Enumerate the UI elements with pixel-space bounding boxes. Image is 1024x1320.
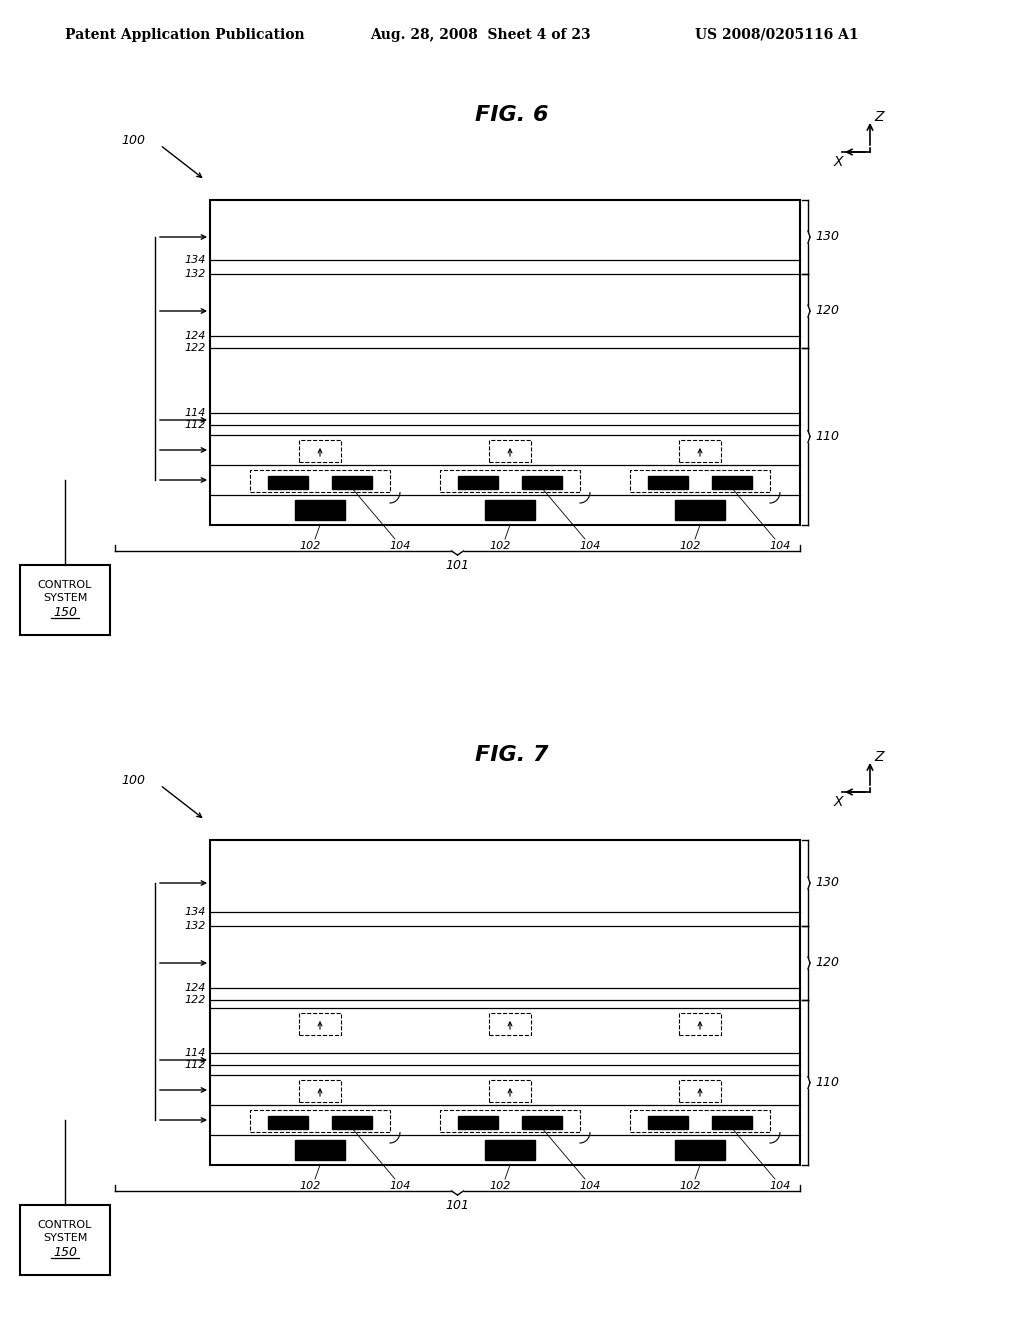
Text: 130: 130 xyxy=(815,876,839,890)
Text: CONTROL: CONTROL xyxy=(38,1220,92,1230)
Bar xyxy=(332,477,372,488)
Text: 104: 104 xyxy=(580,541,601,550)
Bar xyxy=(458,477,498,488)
Bar xyxy=(210,840,800,1166)
Text: 102: 102 xyxy=(679,1181,700,1191)
Bar xyxy=(489,1080,531,1102)
Text: 101: 101 xyxy=(445,558,469,572)
Bar xyxy=(712,1115,752,1129)
Bar xyxy=(299,440,341,462)
Bar xyxy=(268,1115,308,1129)
Bar xyxy=(485,500,535,520)
Bar xyxy=(440,1110,580,1133)
Text: 130: 130 xyxy=(815,231,839,243)
Text: 114: 114 xyxy=(184,1048,206,1059)
Bar xyxy=(648,1115,688,1129)
Text: 134: 134 xyxy=(184,255,206,265)
Bar xyxy=(295,500,345,520)
Bar xyxy=(20,1205,110,1275)
Text: 124: 124 xyxy=(184,331,206,341)
Text: Z: Z xyxy=(874,750,884,764)
Text: 112: 112 xyxy=(184,420,206,430)
Bar xyxy=(522,477,562,488)
Text: 110: 110 xyxy=(815,1076,839,1089)
Bar xyxy=(299,1012,341,1035)
Text: 150: 150 xyxy=(53,606,77,619)
Bar xyxy=(712,477,752,488)
Text: X: X xyxy=(834,154,843,169)
Text: 102: 102 xyxy=(489,1181,511,1191)
Text: 102: 102 xyxy=(489,541,511,550)
Text: 124: 124 xyxy=(184,983,206,993)
Bar xyxy=(679,1080,721,1102)
Text: X: X xyxy=(834,795,843,809)
Text: SYSTEM: SYSTEM xyxy=(43,1233,87,1243)
Text: 150: 150 xyxy=(53,1246,77,1258)
Text: 132: 132 xyxy=(184,921,206,931)
Text: 114: 114 xyxy=(184,408,206,418)
Bar xyxy=(20,565,110,635)
Bar xyxy=(250,1110,390,1133)
Text: 102: 102 xyxy=(679,541,700,550)
Bar xyxy=(522,1115,562,1129)
Text: 112: 112 xyxy=(184,1060,206,1071)
Text: 104: 104 xyxy=(769,1181,791,1191)
Bar xyxy=(250,470,390,492)
Text: FIG. 7: FIG. 7 xyxy=(475,744,549,766)
Text: CONTROL: CONTROL xyxy=(38,579,92,590)
Bar xyxy=(648,477,688,488)
Bar xyxy=(458,1115,498,1129)
Bar xyxy=(268,477,308,488)
Text: 122: 122 xyxy=(184,995,206,1005)
Text: 100: 100 xyxy=(121,133,145,147)
Text: 102: 102 xyxy=(299,541,321,550)
Text: 100: 100 xyxy=(121,774,145,787)
Bar xyxy=(485,1140,535,1160)
Text: 120: 120 xyxy=(815,957,839,969)
Text: 132: 132 xyxy=(184,269,206,279)
Bar xyxy=(299,1080,341,1102)
Text: FIG. 6: FIG. 6 xyxy=(475,106,549,125)
Text: 104: 104 xyxy=(580,1181,601,1191)
Bar xyxy=(295,1140,345,1160)
Bar xyxy=(679,1012,721,1035)
Bar xyxy=(630,470,770,492)
Bar xyxy=(675,1140,725,1160)
Bar xyxy=(489,440,531,462)
Text: Patent Application Publication: Patent Application Publication xyxy=(65,28,304,42)
Text: 122: 122 xyxy=(184,343,206,352)
Bar xyxy=(332,1115,372,1129)
Bar xyxy=(675,500,725,520)
Text: Z: Z xyxy=(874,110,884,124)
Bar xyxy=(210,201,800,525)
Text: 101: 101 xyxy=(445,1199,469,1212)
Text: 104: 104 xyxy=(389,1181,411,1191)
Bar xyxy=(440,470,580,492)
Text: SYSTEM: SYSTEM xyxy=(43,593,87,603)
Bar xyxy=(679,440,721,462)
Text: 120: 120 xyxy=(815,305,839,318)
Text: 134: 134 xyxy=(184,907,206,917)
Text: US 2008/0205116 A1: US 2008/0205116 A1 xyxy=(695,28,859,42)
Text: 102: 102 xyxy=(299,1181,321,1191)
Text: 104: 104 xyxy=(769,541,791,550)
Bar xyxy=(630,1110,770,1133)
Bar xyxy=(489,1012,531,1035)
Text: Aug. 28, 2008  Sheet 4 of 23: Aug. 28, 2008 Sheet 4 of 23 xyxy=(370,28,591,42)
Text: 110: 110 xyxy=(815,430,839,444)
Text: 104: 104 xyxy=(389,541,411,550)
